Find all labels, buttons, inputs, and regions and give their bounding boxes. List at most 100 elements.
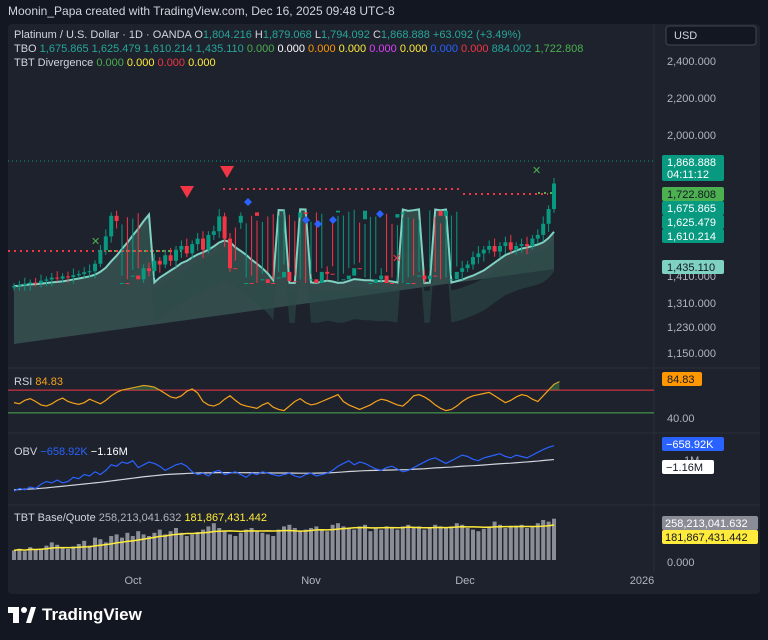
volume-bar — [417, 526, 421, 560]
candle-body — [346, 275, 351, 280]
volume-bar — [222, 531, 227, 560]
candle-body — [136, 275, 141, 280]
candle-body — [438, 210, 443, 216]
tbo-value: 0.000 — [308, 43, 339, 55]
candle-body — [287, 271, 292, 282]
tbo-value: 1,625.479 — [92, 43, 144, 55]
volume-bar — [406, 524, 411, 560]
candle-body — [228, 238, 232, 269]
candle-body — [206, 234, 211, 250]
volume-bar — [282, 526, 286, 560]
volume-bar — [233, 536, 238, 560]
volume-bar — [168, 531, 173, 560]
volume-bar — [157, 529, 162, 560]
tbt-tick: 0.000 — [667, 557, 695, 569]
tbo-value: 0.000 — [430, 43, 461, 55]
tbo-value: 884.002 — [492, 43, 535, 55]
tbo-value: 0.000 — [400, 43, 431, 55]
price-tag-label: 1,435.110 — [667, 262, 715, 274]
volume-bar — [427, 528, 432, 560]
tradingview-logo[interactable]: TradingView — [8, 605, 142, 625]
price-tag-label: 1,722.808 — [667, 189, 716, 201]
price-tag-box — [662, 229, 724, 243]
price-tag-box — [662, 187, 724, 201]
price-tick: 1,230.000 — [667, 322, 716, 334]
volume-bar — [498, 524, 502, 560]
volume-bar — [352, 529, 357, 560]
candle-body — [125, 283, 130, 284]
candle-body — [292, 281, 297, 283]
tbo-title: TBO — [14, 43, 40, 55]
volume-bar — [125, 532, 130, 560]
volume-bar — [66, 548, 70, 560]
volume-bar — [44, 545, 49, 560]
volume-bar — [98, 539, 103, 560]
tbt-ma-tag: 181,867,431.442 — [665, 532, 748, 544]
volume-bar — [260, 532, 265, 560]
obv-ma-value: −1.16M — [91, 446, 128, 458]
sell-cross-marker: ✕ — [392, 253, 401, 265]
volume-bar — [82, 540, 87, 560]
symbol-legend: Platinum / U.S. Dollar · 1D · OANDA O1,8… — [14, 29, 521, 41]
volume-bar — [444, 528, 448, 560]
volume-bar — [228, 534, 232, 560]
volume-bar — [379, 529, 384, 560]
volume-bar — [400, 526, 405, 560]
volume-bar — [395, 529, 400, 560]
volume-bar — [552, 518, 556, 560]
obv-ma-tag-box — [662, 460, 714, 474]
candle-body — [552, 183, 556, 209]
candle-body — [217, 216, 222, 232]
volume-bar — [174, 528, 178, 560]
candle-body — [508, 242, 513, 250]
volume-bar — [530, 526, 535, 560]
volume-bar — [163, 534, 168, 560]
candle-body — [330, 273, 335, 275]
candle-body — [368, 283, 373, 284]
rsi-value: 84.83 — [35, 376, 63, 388]
rsi-title: RSI — [14, 376, 35, 388]
chart-svg[interactable]: ✕ ✕ ✕ RSI 84.83 40.00 84.83 OBV −658.92K −1.… — [8, 24, 760, 594]
volume-bar — [471, 529, 475, 560]
candle-body — [114, 215, 119, 221]
candle-body — [449, 279, 454, 281]
price-tick: 2,200.000 — [667, 93, 716, 105]
time-tick: Nov — [301, 575, 321, 587]
candle-body — [109, 215, 114, 237]
volume-bar — [525, 528, 529, 560]
obv-legend: OBV −658.92K −1.16M — [14, 446, 128, 458]
volume-bar — [244, 529, 249, 560]
chart-frame[interactable]: ✕ ✕ ✕ RSI 84.83 40.00 84.83 OBV −658.92K −1.… — [8, 24, 760, 594]
price-tick: 1,310.000 — [667, 298, 716, 310]
candle-body — [314, 279, 319, 283]
price-tag-box — [662, 260, 724, 274]
candle-body — [476, 253, 481, 258]
divergence-value: 0.000 — [188, 57, 216, 69]
volume-bar — [508, 526, 513, 560]
obv-line — [13, 445, 555, 492]
tradingview-logo-icon — [8, 607, 36, 623]
volume-bar — [476, 531, 481, 560]
volume-bar — [179, 532, 184, 560]
volume-bar — [249, 528, 254, 560]
volume-bar — [190, 534, 195, 560]
volume-bar — [303, 529, 308, 560]
candle-body — [157, 260, 162, 265]
diamond-marker — [314, 220, 322, 228]
tbo-value: 1,722.808 — [534, 43, 583, 55]
candle-body — [298, 212, 303, 218]
candle-body — [12, 286, 16, 288]
volume-bar — [336, 523, 340, 560]
tbo-value: 0.000 — [339, 43, 370, 55]
rsi-tag: 84.83 — [667, 374, 695, 386]
volume-bar — [319, 529, 324, 560]
tbt-ma-value: 181,867,431.442 — [184, 512, 267, 524]
candle-body — [519, 244, 524, 246]
candle-body — [422, 275, 427, 280]
volume-bar — [390, 528, 394, 560]
volume-bar — [309, 528, 313, 560]
time-tick: Oct — [124, 575, 141, 587]
volume-bar — [330, 524, 335, 560]
candle-body — [541, 223, 546, 235]
ohlc-key: L — [315, 29, 321, 41]
